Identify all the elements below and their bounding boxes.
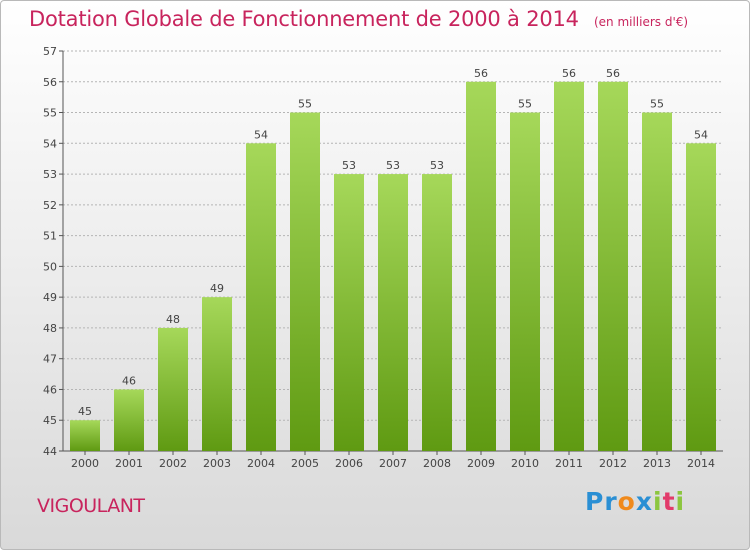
x-tick-label: 2007	[379, 457, 407, 470]
x-tick-label: 2002	[159, 457, 187, 470]
bar	[246, 143, 276, 452]
bar	[598, 81, 628, 452]
logo-letter: i	[653, 487, 663, 516]
labels: 44 45 46 47 48 49 50 51 52 53 54 55 56 57 45 2000 46 2001…	[43, 45, 715, 470]
logo-letter: r	[604, 487, 618, 516]
bar	[510, 112, 540, 452]
y-tick-label: 57	[43, 45, 57, 58]
y-tick-label: 45	[43, 414, 57, 427]
x-tick-label: 2010	[511, 457, 539, 470]
y-tick-label: 51	[43, 230, 57, 243]
x-tick-label: 2004	[247, 457, 275, 470]
bar-value-label: 55	[650, 98, 664, 111]
bar	[466, 81, 496, 452]
y-tick-label: 56	[43, 76, 57, 89]
x-tick-label: 2005	[291, 457, 319, 470]
y-tick-label: 52	[43, 199, 57, 212]
logo-letter: o	[617, 487, 636, 516]
title-row: Dotation Globale de Fonctionnement de 20…	[29, 7, 688, 31]
bar	[686, 143, 716, 452]
bar-value-label: 54	[694, 128, 708, 141]
bar	[642, 112, 672, 452]
bar-value-label: 49	[210, 282, 224, 295]
x-tick-label: 2001	[115, 457, 143, 470]
x-tick-label: 2014	[687, 457, 715, 470]
y-tick-label: 46	[43, 383, 57, 396]
logo-letter: P	[585, 487, 605, 516]
bar-value-label: 53	[430, 159, 444, 172]
logo-letter: t	[662, 487, 676, 516]
x-tick-label: 2006	[335, 457, 363, 470]
x-tick-label: 2011	[555, 457, 583, 470]
bar-value-label: 56	[562, 67, 576, 80]
proxiti-logo[interactable]: Proxiti	[585, 487, 685, 516]
y-tick-label: 48	[43, 322, 57, 335]
y-tick-label: 44	[43, 445, 57, 458]
bar-value-label: 55	[518, 98, 532, 111]
commune-name: VIGOULANT	[37, 495, 145, 517]
y-tick-label: 49	[43, 291, 57, 304]
bar	[202, 297, 232, 451]
logo-letter: i	[675, 487, 686, 516]
bar	[378, 174, 408, 452]
chart-title: Dotation Globale de Fonctionnement de 20…	[29, 7, 579, 31]
x-tick-label: 2003	[203, 457, 231, 470]
y-tick-label: 47	[43, 353, 57, 366]
bars	[70, 81, 716, 452]
bar-value-label: 46	[122, 374, 136, 387]
bar-value-label: 54	[254, 128, 268, 141]
x-tick-label: 2008	[423, 457, 451, 470]
y-tick-label: 55	[43, 107, 57, 120]
bar	[422, 174, 452, 452]
bar	[334, 174, 364, 452]
logo-letter: x	[635, 487, 653, 516]
x-tick-label: 2009	[467, 457, 495, 470]
y-tick-label: 54	[43, 137, 57, 150]
bar-value-label: 48	[166, 313, 180, 326]
bar	[290, 112, 320, 452]
chart-subtitle: (en milliers d'€)	[593, 15, 689, 29]
x-tick-label: 2013	[643, 457, 671, 470]
y-tick-label: 50	[43, 260, 57, 273]
bar-value-label: 45	[78, 405, 92, 418]
bar-value-label: 56	[606, 67, 620, 80]
bar-value-label: 55	[298, 98, 312, 111]
bar	[554, 81, 584, 452]
bar-value-label: 56	[474, 67, 488, 80]
bar-value-label: 53	[342, 159, 356, 172]
bar	[70, 420, 100, 451]
y-tick-label: 53	[43, 168, 57, 181]
bar-value-label: 53	[386, 159, 400, 172]
bar	[158, 327, 188, 451]
x-tick-label: 2000	[71, 457, 99, 470]
x-tick-label: 2012	[599, 457, 627, 470]
bar	[114, 389, 144, 451]
